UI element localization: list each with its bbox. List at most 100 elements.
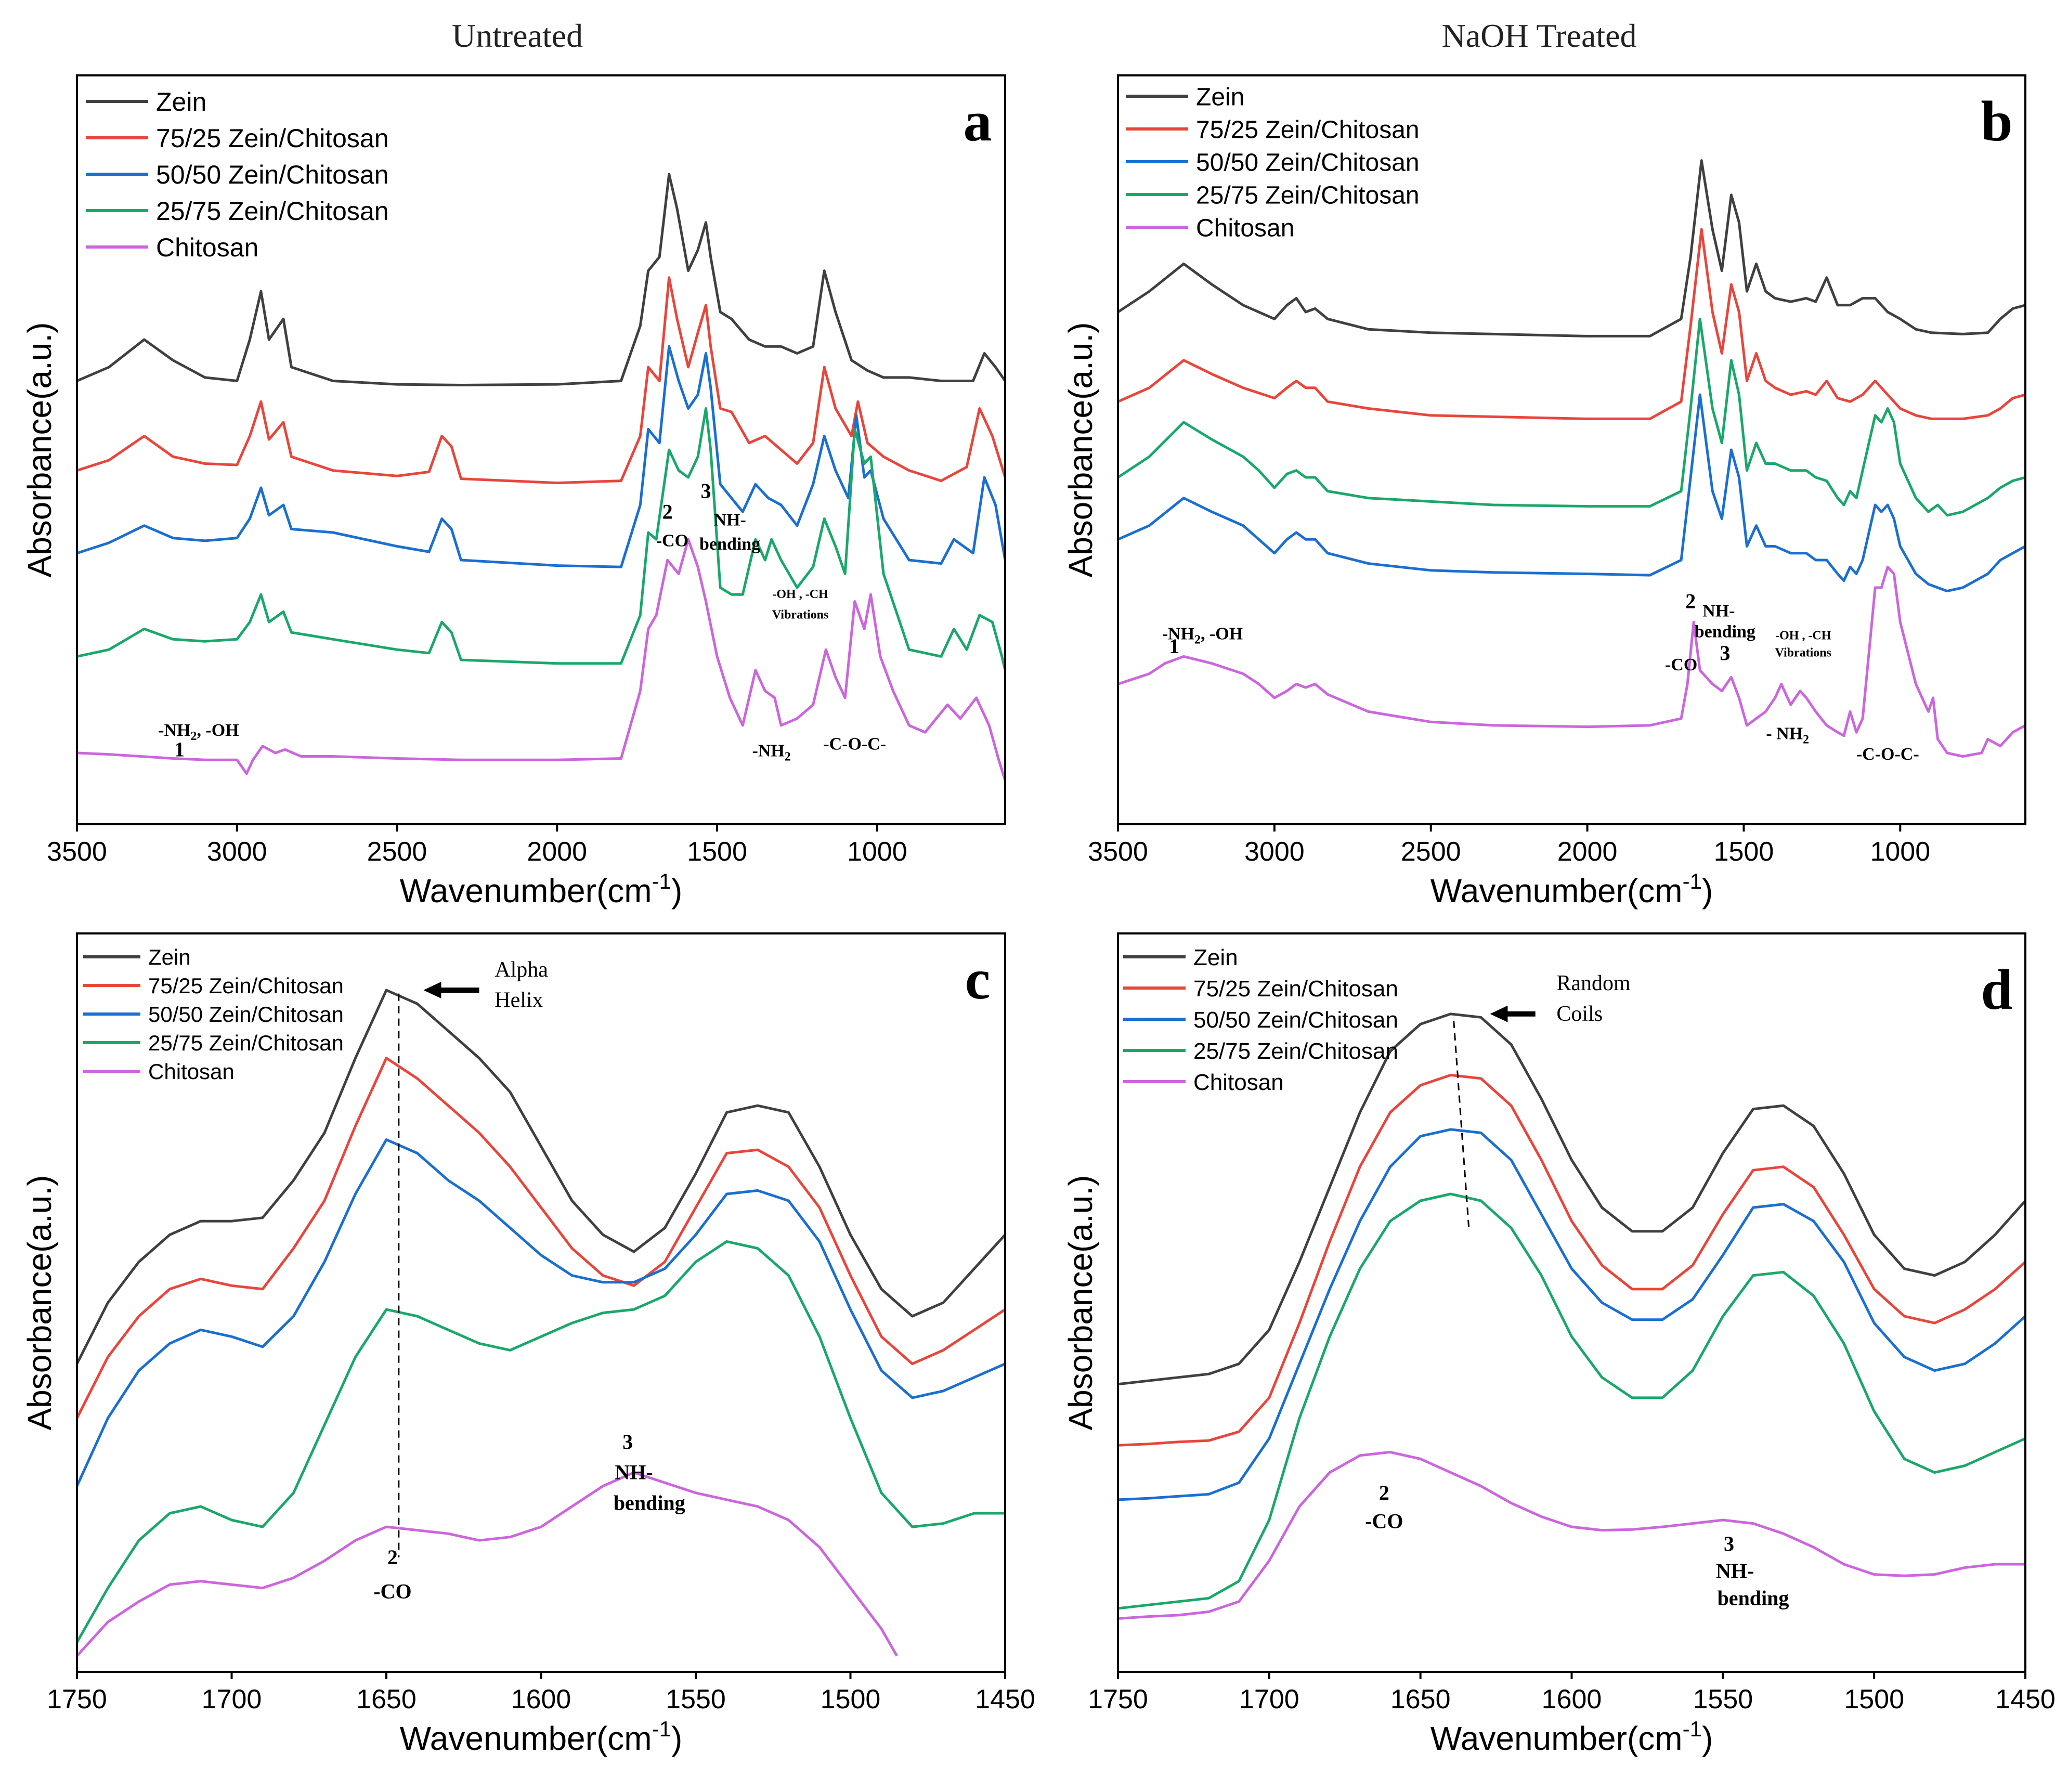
x-tick-label-d-5: 1500 bbox=[1844, 1684, 1904, 1715]
legend-label-a-1: 75/25 Zein/Chitosan bbox=[156, 124, 389, 153]
x-tick-label-d-1: 1700 bbox=[1239, 1684, 1299, 1715]
series-line-b-1 bbox=[1118, 228, 2025, 420]
series-line-b-2 bbox=[1118, 317, 2025, 517]
annotation-b-10: -C-O-C- bbox=[1856, 745, 1919, 764]
series-line-c-2 bbox=[77, 1138, 1005, 1487]
annotation-a-6: bending bbox=[699, 535, 760, 554]
chart-panel-b: 3500 3000 2500 2000 1500 1000 Wavenumber(cm-1)… bbox=[1062, 74, 2026, 910]
annotation-c-2: 3 bbox=[622, 1430, 633, 1453]
legend-label-b-1: 75/25 Zein/Chitosan bbox=[1196, 116, 1420, 144]
series-line-a-1 bbox=[77, 276, 1005, 485]
annotation-b-0: 1 bbox=[1169, 634, 1179, 658]
x-tick-label-b-5: 1000 bbox=[1870, 837, 1930, 867]
x-tick-label-b-4: 1500 bbox=[1714, 837, 1774, 867]
x-tick-label-c-4: 1550 bbox=[666, 1684, 726, 1715]
series-line-d-1 bbox=[1118, 1073, 2025, 1447]
annotation-a-1: -NH2, -OH bbox=[158, 721, 239, 743]
legend-label-d-0: Zein bbox=[1193, 945, 1238, 970]
annotation-b-1: -NH2, -OH bbox=[1162, 624, 1243, 646]
annotation-b-4: NH- bbox=[1702, 602, 1735, 621]
annotation-a-8: Vibrations bbox=[772, 608, 828, 622]
x-axis-label-a: Wavenumber(cm-1) bbox=[400, 869, 683, 910]
legend-label-c-3: 25/75 Zein/Chitosan bbox=[148, 1031, 344, 1055]
annotation-a-4: 3 bbox=[700, 479, 711, 503]
legend-label-c-1: 75/25 Zein/Chitosan bbox=[148, 973, 344, 998]
annotation-d-0: 2 bbox=[1379, 1481, 1389, 1504]
x-tick-label-b-2: 2500 bbox=[1401, 837, 1461, 867]
legend-label-a-2: 50/50 Zein/Chitosan bbox=[156, 160, 389, 189]
legend-label-a-0: Zein bbox=[156, 87, 206, 116]
x-tick-label-b-0: 3500 bbox=[1088, 837, 1148, 867]
annotation-c-0: 2 bbox=[387, 1546, 398, 1569]
legend-label-a-4: Chitosan bbox=[156, 233, 258, 262]
legend-label-a-3: 25/75 Zein/Chitosan bbox=[156, 197, 389, 226]
series-line-a-2 bbox=[77, 345, 1005, 568]
chart-panel-d: 1750 1700 1650 1600 1550 1500 1450 Wavenumber(c… bbox=[1062, 932, 2056, 1757]
series-line-d-3 bbox=[1118, 1192, 2025, 1610]
annotation-b-3: -CO bbox=[1665, 655, 1697, 674]
x-tick-label-d-2: 1650 bbox=[1390, 1684, 1451, 1715]
annotation-c-4: bending bbox=[614, 1491, 685, 1514]
annotation-a-5: NH- bbox=[713, 511, 746, 530]
legend-label-b-4: Chitosan bbox=[1196, 214, 1294, 242]
legend-label-b-3: 25/75 Zein/Chitosan bbox=[1196, 181, 1420, 209]
chart-panel-a: 3500 3000 2500 2000 1500 1000 Wavenumber(cm-1)… bbox=[21, 74, 1006, 910]
peak-guide-line-d bbox=[1453, 1020, 1470, 1228]
x-tick-label-d-3: 1600 bbox=[1542, 1684, 1602, 1715]
legend-label-c-4: Chitosan bbox=[148, 1059, 235, 1084]
x-tick-label-d-0: 1750 bbox=[1088, 1684, 1148, 1715]
y-axis-label-a: Absorbance(a.u.) bbox=[21, 322, 58, 578]
annotation-c-3: NH- bbox=[615, 1461, 653, 1484]
panel-letter-b: b bbox=[1981, 89, 2012, 153]
x-tick-label-a-1: 3000 bbox=[207, 837, 267, 867]
panel-letter-c: c bbox=[965, 947, 991, 1011]
legend-label-b-0: Zein bbox=[1196, 83, 1244, 111]
chart-panel-c: 1750 1700 1650 1600 1550 1500 1450 Wavenumber(c… bbox=[21, 932, 1035, 1757]
annotation-a-7: -OH , -CH bbox=[772, 588, 828, 601]
annotation-arrowhead-c bbox=[423, 982, 441, 999]
legend-label-d-1: 75/25 Zein/Chitosan bbox=[1193, 976, 1398, 1002]
x-tick-label-c-3: 1600 bbox=[511, 1684, 571, 1715]
x-axis-label-b: Wavenumber(cm-1) bbox=[1430, 869, 1713, 910]
x-tick-label-a-4: 1500 bbox=[687, 837, 747, 867]
legend-label-b-2: 50/50 Zein/Chitosan bbox=[1196, 149, 1420, 176]
series-line-b-0 bbox=[1118, 159, 2025, 337]
legend-label-d-4: Chitosan bbox=[1193, 1070, 1284, 1095]
series-line-c-1 bbox=[77, 1057, 1005, 1419]
annotation-d-6: Coils bbox=[1556, 1002, 1603, 1026]
x-tick-label-c-6: 1450 bbox=[975, 1684, 1035, 1715]
annotation-a-9: -NH2 bbox=[752, 742, 791, 764]
annotation-b-7: -OH , -CH bbox=[1775, 629, 1831, 642]
annotation-d-1: -CO bbox=[1365, 1510, 1403, 1533]
x-tick-label-a-5: 1000 bbox=[847, 837, 907, 867]
annotation-b-9: - NH2 bbox=[1766, 724, 1809, 746]
panel-letter-d: d bbox=[1981, 958, 2012, 1021]
x-tick-label-d-6: 1450 bbox=[1995, 1684, 2056, 1715]
annotation-d-2: 3 bbox=[1724, 1532, 1734, 1555]
series-line-c-3 bbox=[77, 1240, 1005, 1643]
series-line-d-4 bbox=[1118, 1450, 2025, 1620]
annotation-c-6: Helix bbox=[495, 989, 543, 1012]
series-line-a-3 bbox=[77, 407, 1005, 671]
annotation-d-4: bending bbox=[1718, 1586, 1789, 1609]
x-tick-label-a-0: 3500 bbox=[47, 837, 107, 867]
annotation-b-8: Vibrations bbox=[1775, 646, 1831, 659]
legend-label-d-2: 50/50 Zein/Chitosan bbox=[1193, 1007, 1398, 1033]
series-line-c-4 bbox=[77, 1471, 898, 1657]
annotation-a-2: 2 bbox=[662, 500, 673, 523]
series-line-b-4 bbox=[1118, 565, 2025, 758]
series-line-b-3 bbox=[1118, 393, 2025, 593]
annotation-arrowhead-d bbox=[1490, 1005, 1508, 1022]
x-tick-label-b-3: 2000 bbox=[1557, 837, 1618, 867]
series-line-a-0 bbox=[77, 173, 1005, 386]
y-axis-label-c: Absorbance(a.u.) bbox=[21, 1175, 58, 1431]
annotation-b-5: bending bbox=[1695, 622, 1755, 641]
x-tick-label-b-1: 3000 bbox=[1244, 837, 1305, 867]
x-axis-label-d: Wavenumber(cm-1) bbox=[1430, 1717, 1713, 1757]
series-line-a-4 bbox=[77, 538, 1005, 781]
x-axis-label-c: Wavenumber(cm-1) bbox=[400, 1717, 683, 1757]
annotation-b-6: 3 bbox=[1720, 641, 1730, 665]
legend-label-d-3: 25/75 Zein/Chitosan bbox=[1193, 1038, 1398, 1064]
x-tick-label-c-2: 1650 bbox=[356, 1684, 417, 1715]
